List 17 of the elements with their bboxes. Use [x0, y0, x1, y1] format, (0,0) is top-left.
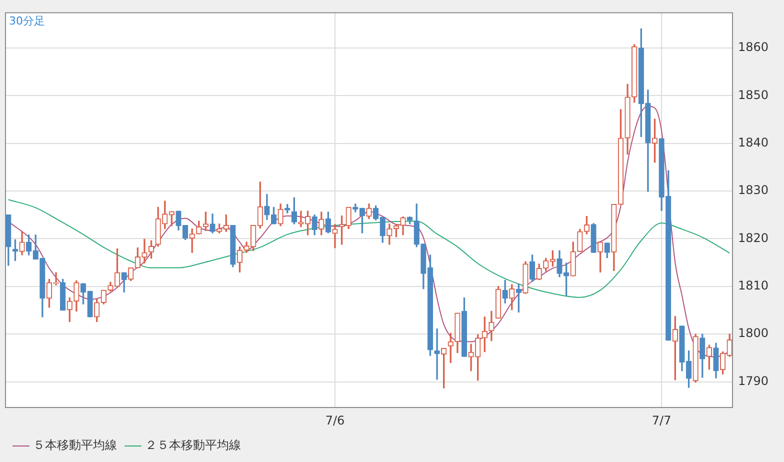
x-tick-label: 7/7 [652, 413, 672, 428]
legend-label: ５本移動平均線 [33, 438, 117, 452]
y-tick-label: 1810 [738, 278, 769, 293]
y-tick-label: 1840 [738, 135, 769, 150]
candlestick [434, 328, 440, 380]
y-tick-label: 1850 [738, 88, 769, 102]
y-tick-label: 1860 [738, 40, 769, 54]
chart-title: 30分足 [9, 14, 45, 28]
y-tick-label: 1820 [738, 230, 769, 245]
line-series [8, 199, 730, 298]
candlestick [332, 224, 338, 248]
x-tick-label: 7/6 [325, 413, 345, 428]
y-tick-label: 1790 [738, 374, 769, 388]
y-tick-label: 1800 [738, 326, 769, 340]
legend-label: ２５本移動平均線 [145, 438, 241, 452]
candlestick [468, 344, 474, 372]
y-tick-label: 1830 [738, 183, 769, 198]
